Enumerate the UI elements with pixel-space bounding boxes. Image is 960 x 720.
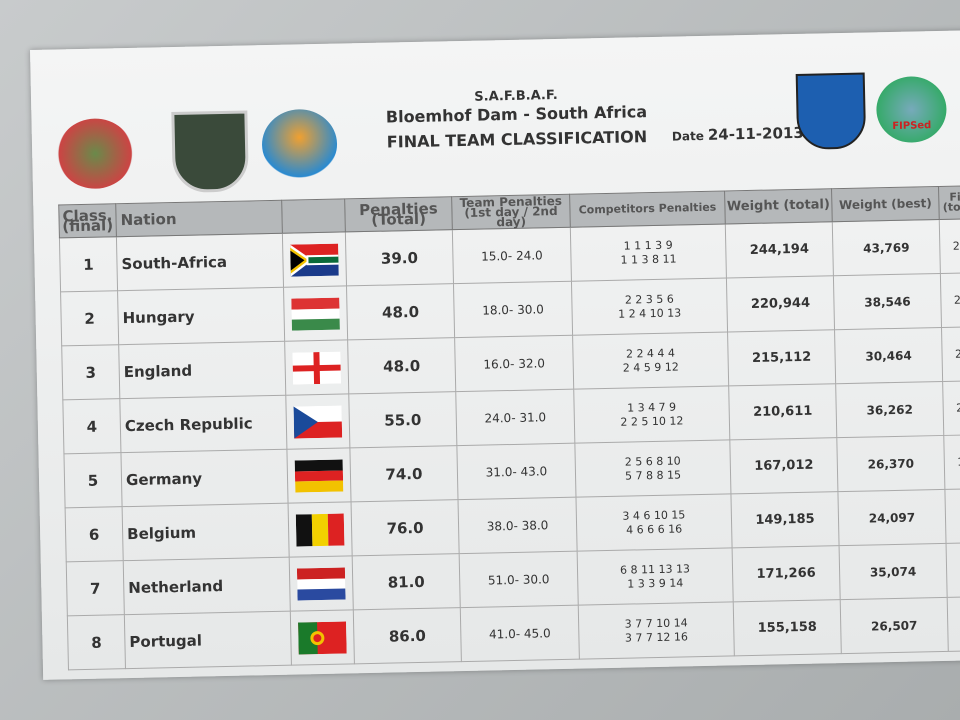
penalties-total: 76.0 [351,499,460,556]
page-title: FINAL TEAM CLASSIFICATION [386,127,648,152]
column-header: Class. (final) [58,203,117,238]
netherlands-flag-icon [289,555,354,612]
competitor-penalties: 2 5 6 8 10 5 7 8 8 15 [574,439,731,498]
weight-total: 149,185 [730,491,840,548]
column-header: Weight (total) [724,188,833,224]
fish-total: 1 [946,542,960,598]
weight-total: 220,944 [726,275,835,332]
portugal-flag-icon [290,609,355,666]
column-header: Penalties (Total) [344,196,453,232]
team-penalties: 41.0- 45.0 [460,605,580,662]
weight-total: 210,611 [728,383,837,440]
table-row: 7 Netherland 81.0 51.0- 30.0 6 8 11 13 1… [66,542,960,616]
rank: 1 [59,236,118,292]
column-header: Nation [115,200,283,237]
rank: 3 [61,344,120,400]
weight-total: 167,012 [729,437,838,494]
fipsed-logo: FIPSed [875,75,948,144]
fish-total: 255 [939,218,960,274]
rank: 5 [63,452,123,508]
england-flag-icon [284,339,349,396]
column-header: Weight (best) [831,186,940,222]
competitor-penalties: 6 8 11 13 13 1 3 3 9 14 [577,547,734,606]
competitor-penalties: 3 4 6 10 15 4 6 6 6 16 [575,493,733,552]
weight-best: 36,262 [835,381,944,438]
table-row: 4 Czech Republic 55.0 24.0- 31.0 1 3 4 7… [62,380,960,454]
fish-shield-icon [795,72,867,150]
date: Date 24-11-2013 [671,123,804,144]
fish-total: 203 [940,272,960,328]
fish-total: 236 [942,380,960,436]
table-row: 8 Portugal 86.0 41.0- 45.0 3 7 7 10 14 3 … [67,596,960,670]
nation: Belgium [122,503,290,561]
penalties-total: 48.0 [346,283,455,340]
fish-total: 14 [944,488,960,544]
column-header: Competitors Penalties [569,190,726,228]
weight-total: 244,194 [725,221,834,278]
team-penalties: 15.0- 24.0 [452,227,572,284]
nation: Czech Republic [119,395,287,453]
weight-best: 38,546 [833,273,942,330]
team-penalties: 31.0- 43.0 [456,443,576,500]
rank: 6 [65,506,124,562]
czech-flag-icon [285,393,350,450]
nation: South-Africa [116,233,284,291]
team-penalties: 51.0- 30.0 [459,551,579,608]
weight-best: 30,464 [834,327,943,384]
results-sheet: S.A.F.B.A.F. Bloemhof Dam - South Africa… [30,29,960,680]
anchor-crest-icon [171,110,250,194]
penalties-total: 86.0 [353,607,462,664]
team-penalties: 18.0- 30.0 [453,281,573,338]
penalties-total: 81.0 [352,553,461,610]
belgium-flag-icon [288,501,353,558]
weight-total: 215,112 [727,329,836,386]
team-penalties: 16.0- 32.0 [454,335,574,392]
table-row: 5 Germany 74.0 31.0- 43.0 2 5 6 8 10 5 7 … [63,434,960,508]
federation-logo [56,117,134,190]
rank: 8 [67,614,126,670]
rank: 7 [66,560,125,616]
weight-total: 171,266 [732,545,841,602]
germany-flag-icon [286,447,352,504]
team-penalties: 38.0- 38.0 [458,497,578,554]
south-africa-flag-icon [282,231,347,288]
nation: Hungary [117,287,285,345]
column-header: Fish (total) [938,185,960,220]
table-row: 6 Belgium 76.0 38.0- 38.0 3 4 6 10 15 4 6… [65,488,960,562]
classification-table: Class. (final) Nation Penalties (Total) Tea… [58,185,960,670]
column-header [281,198,346,234]
nation: Portugal [124,611,292,669]
rank: 2 [60,290,119,346]
nation: England [118,341,286,399]
table-row: 1 South-Africa 39.0 15.0- 24.0 1 1 1 3 9… [59,218,960,292]
nation: Germany [120,449,289,507]
weight-best: 43,769 [832,219,941,276]
penalties-total: 48.0 [347,337,456,394]
fish-total: 148 [943,434,960,490]
column-header: Team Penalties (1st day / 2nd day) [451,194,571,230]
fish-wave-logo [261,108,338,181]
weight-best: 24,097 [837,489,947,546]
penalties-total: 39.0 [345,229,454,286]
competitor-penalties: 3 7 7 10 14 3 7 7 12 16 [578,601,735,660]
weight-best: 26,370 [836,435,945,492]
nation: Netherland [123,557,291,615]
team-penalties: 24.0- 31.0 [455,389,575,446]
penalties-total: 55.0 [348,391,457,448]
hungary-flag-icon [283,285,348,342]
penalties-total: 74.0 [349,445,459,502]
fish-total: 225 [941,326,960,382]
weight-best: 35,074 [839,543,948,600]
rank: 4 [62,398,121,454]
fish-total [947,596,960,652]
weight-best: 26,507 [840,597,949,654]
weight-total: 155,158 [733,599,842,656]
